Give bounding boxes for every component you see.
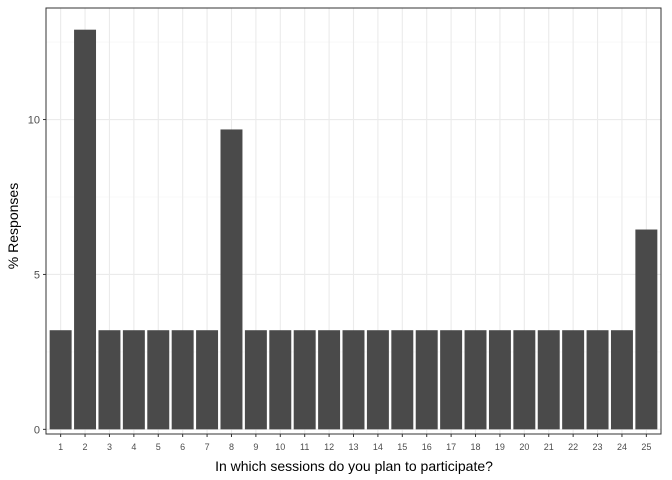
bar — [464, 330, 487, 430]
bar — [147, 330, 170, 430]
x-tick-label: 5 — [156, 442, 161, 452]
x-tick-label: 23 — [593, 442, 603, 452]
bar — [610, 330, 633, 430]
x-tick-label: 14 — [373, 442, 383, 452]
bar — [440, 330, 463, 430]
x-tick-label: 16 — [422, 442, 432, 452]
x-tick-label: 20 — [519, 442, 529, 452]
bars — [49, 29, 658, 430]
y-axis-title: % Responses — [5, 183, 21, 269]
y-tick-label: 0 — [34, 424, 40, 436]
x-tick-label: 4 — [131, 442, 136, 452]
x-tick-label: 8 — [229, 442, 234, 452]
x-tick-label: 2 — [83, 442, 88, 452]
bar — [269, 330, 292, 430]
y-tick-label: 10 — [28, 115, 40, 127]
bar — [537, 330, 560, 430]
y-tick-label: 5 — [34, 269, 40, 281]
x-tick-label: 25 — [641, 442, 651, 452]
bar — [415, 330, 438, 430]
x-tick-label: 7 — [205, 442, 210, 452]
bar — [318, 330, 341, 430]
x-tick-label: 1 — [58, 442, 63, 452]
bar — [635, 229, 658, 430]
bar — [196, 330, 219, 430]
x-tick-label: 6 — [180, 442, 185, 452]
bar — [342, 330, 365, 430]
bar — [244, 330, 267, 430]
x-tick-label: 15 — [397, 442, 407, 452]
x-tick-label: 21 — [544, 442, 554, 452]
bar — [171, 330, 194, 430]
x-tick-label: 19 — [495, 442, 505, 452]
x-tick-label: 10 — [275, 442, 285, 452]
bar — [220, 129, 243, 430]
bar — [366, 330, 389, 430]
bar — [98, 330, 121, 430]
bar — [74, 29, 97, 430]
bar — [391, 330, 414, 430]
x-tick-label: 3 — [107, 442, 112, 452]
bar — [488, 330, 511, 430]
x-tick-label: 24 — [617, 442, 627, 452]
x-tick-label: 18 — [471, 442, 481, 452]
bar — [293, 330, 316, 430]
bar — [49, 330, 72, 430]
x-tick-label: 9 — [253, 442, 258, 452]
x-tick-label: 22 — [568, 442, 578, 452]
x-tick-label: 11 — [300, 442, 309, 452]
x-axis-ticks: 1 2 3 4 5 6 7 8 9 10 11 12 13 14 15 16 17 18 19 20 21 22 23 24 2… — [58, 434, 651, 452]
bar — [586, 330, 609, 430]
bar — [513, 330, 536, 430]
bar — [562, 330, 585, 430]
x-tick-label: 13 — [348, 442, 358, 452]
x-tick-label: 12 — [324, 442, 334, 452]
x-tick-label: 17 — [446, 442, 456, 452]
y-axis-ticks: 0 5 10 — [28, 115, 46, 436]
x-axis-title: In which sessions do you plan to partici… — [215, 458, 493, 474]
bar — [122, 330, 145, 430]
